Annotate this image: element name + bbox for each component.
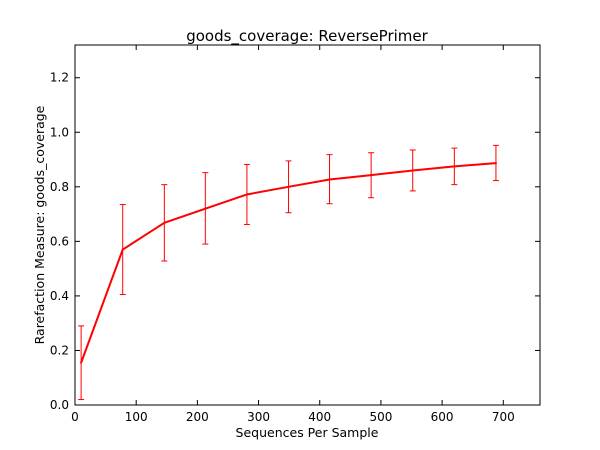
y-tick-label: 0.0 (50, 398, 69, 412)
chart-title: goods_coverage: ReversePrimer (186, 27, 428, 46)
y-tick-label: 0.6 (50, 234, 69, 248)
data-point (453, 165, 456, 168)
plot-frame (74, 44, 541, 406)
data-point (80, 361, 83, 364)
x-tick-label: 200 (186, 410, 209, 424)
plot-area: 0 100 200 300 400 500 600 700 0.0 0.2 0.4 0.6 0.8 1.0… (50, 44, 541, 424)
x-axis-label: Sequences Per Sample (236, 425, 379, 440)
data-point (494, 162, 497, 165)
data-point (328, 178, 331, 181)
data-point (411, 169, 414, 172)
x-tick-label: 300 (247, 410, 270, 424)
x-tick-label: 700 (492, 410, 515, 424)
x-tick-label: 400 (308, 410, 331, 424)
y-tick-label: 0.8 (50, 180, 69, 194)
data-point (370, 174, 373, 177)
x-tick-label: 600 (431, 410, 454, 424)
data-point (245, 193, 248, 196)
y-tick-label: 0.2 (50, 343, 69, 357)
y-tick-label: 1.0 (50, 125, 69, 139)
x-tick-label: 500 (369, 410, 392, 424)
x-tick-label: 0 (71, 410, 79, 424)
y-tick-label: 0.4 (50, 289, 69, 303)
data-point (163, 221, 166, 224)
y-tick-label: 1.2 (50, 71, 69, 85)
series-group (78, 144, 499, 401)
y-axis-label: Rarefaction Measure: goods_coverage (32, 105, 47, 344)
data-point (204, 207, 207, 210)
x-tick-label: 100 (125, 410, 148, 424)
data-point (121, 248, 124, 251)
data-point (287, 185, 290, 188)
